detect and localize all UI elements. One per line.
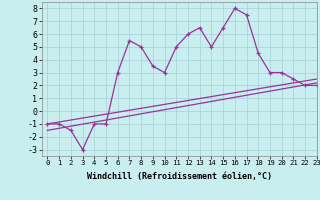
X-axis label: Windchill (Refroidissement éolien,°C): Windchill (Refroidissement éolien,°C) [87,172,272,181]
